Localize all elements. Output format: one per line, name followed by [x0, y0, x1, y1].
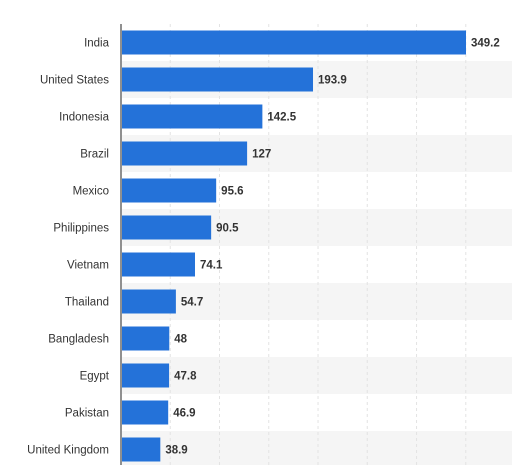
bar-vietnam [122, 252, 195, 277]
bar-india [122, 30, 466, 55]
value-label: 142.5 [267, 112, 296, 124]
category-labels: India United States Indonesia Brazil Mexico P… [27, 38, 110, 457]
bar-egypt [122, 363, 170, 388]
bar-philippines [122, 215, 212, 240]
row-shading [122, 61, 512, 465]
category-label: Egypt [80, 371, 110, 383]
value-label: 47.8 [174, 371, 197, 383]
value-label: 48 [174, 334, 187, 346]
row-shade [122, 357, 512, 394]
bars [122, 30, 466, 462]
category-label: Brazil [80, 149, 109, 161]
bar-thailand [122, 289, 176, 314]
category-label: United States [40, 75, 109, 87]
category-label: Philippines [53, 223, 109, 235]
bar-bangladesh [122, 326, 170, 351]
value-label: 127 [252, 149, 271, 161]
category-label: Thailand [65, 297, 109, 309]
gridlines [169, 24, 467, 465]
bar-united-kingdom [122, 437, 161, 462]
category-label: Pakistan [65, 408, 109, 420]
row-shade [122, 431, 512, 465]
row-shade [122, 283, 512, 320]
value-labels: 349.2 193.9 142.5 127 95.6 90.5 74.1 54.7 48 47.8… [165, 38, 499, 457]
bar-mexico [122, 178, 217, 203]
bar-indonesia [122, 104, 263, 129]
value-label: 54.7 [181, 297, 203, 309]
value-label: 95.6 [221, 186, 243, 198]
value-label: 38.9 [165, 445, 187, 457]
category-label: Mexico [73, 186, 109, 198]
category-label: India [84, 38, 110, 50]
bar-brazil [122, 141, 248, 166]
bar-pakistan [122, 400, 169, 425]
value-label: 74.1 [200, 260, 223, 272]
category-label: Vietnam [67, 260, 109, 272]
category-label: Indonesia [59, 112, 109, 124]
category-label: United Kingdom [27, 445, 109, 457]
value-label: 193.9 [318, 75, 347, 87]
category-label: Bangladesh [48, 334, 109, 346]
value-label: 349.2 [471, 38, 500, 50]
value-label: 90.5 [216, 223, 239, 235]
value-label: 46.9 [173, 408, 195, 420]
bar-united-states [122, 67, 314, 92]
